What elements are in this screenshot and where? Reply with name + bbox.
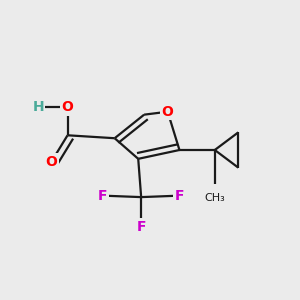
Text: F: F [136, 220, 146, 234]
Text: F: F [98, 189, 108, 202]
Text: F: F [175, 189, 184, 202]
Text: O: O [162, 105, 174, 119]
Text: O: O [45, 155, 57, 169]
Text: CH₃: CH₃ [204, 193, 225, 203]
Text: H: H [32, 100, 44, 114]
Text: O: O [61, 100, 74, 114]
